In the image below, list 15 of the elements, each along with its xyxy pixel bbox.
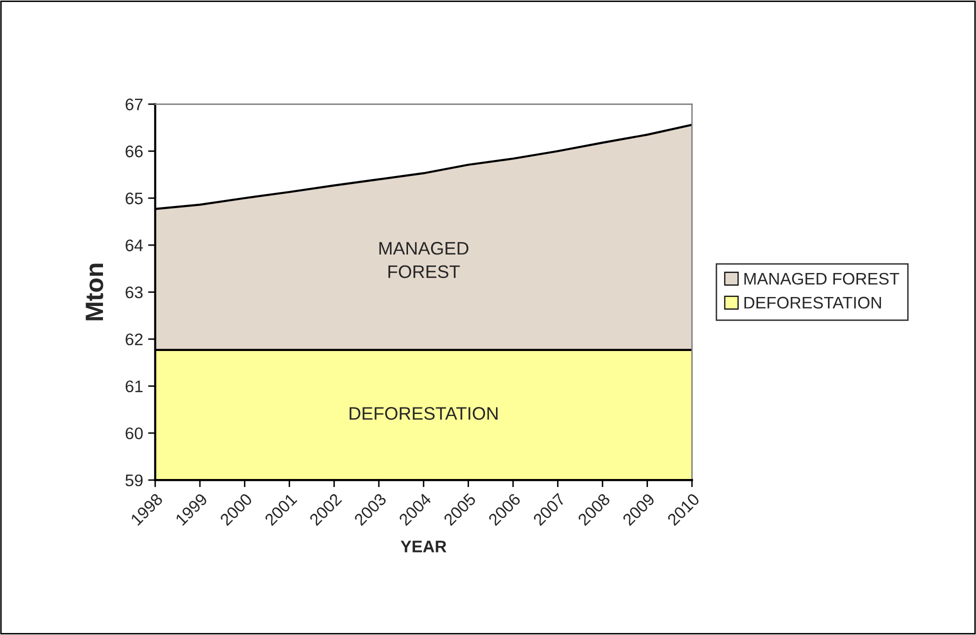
y-tick-label: 60	[126, 427, 143, 440]
y-tick-label: 59	[126, 474, 143, 486]
legend-label: DEFORESTATION	[744, 296, 881, 309]
legend-label: MANAGED FOREST	[744, 272, 900, 285]
y-tick-label: 67	[126, 98, 143, 110]
y-axis-title: Mton	[86, 264, 104, 320]
y-tick-label: 66	[126, 146, 143, 158]
y-tick-label: 62	[126, 333, 143, 346]
annotation: DEFORESTATION	[350, 407, 498, 420]
annotation: MANAGED FOREST	[379, 242, 468, 278]
y-tick-label: 64	[126, 240, 143, 252]
x-axis-title: YEAR	[400, 540, 446, 552]
y-tick-label: 61	[126, 380, 143, 392]
y-tick-label: 63	[126, 286, 143, 298]
y-tick-label: 65	[126, 192, 143, 204]
